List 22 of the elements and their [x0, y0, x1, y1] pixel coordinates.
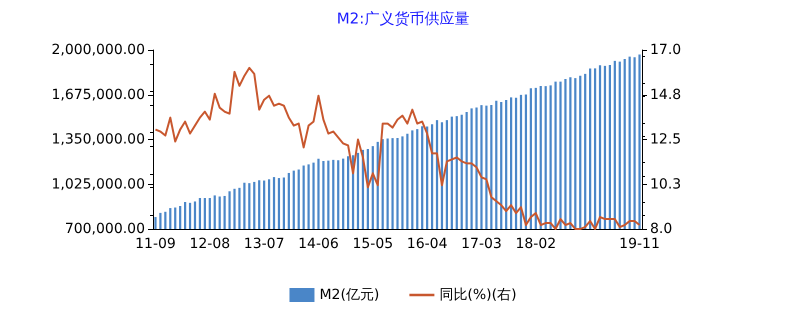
x-tick-label: 14-06 — [298, 236, 339, 252]
x-tick-label: 11-09 — [135, 236, 176, 252]
y2-tick-label: 14.8 — [650, 86, 682, 103]
x-tick-label: 18-02 — [515, 236, 556, 252]
y-tick-label: 1,350,000.00 — [51, 132, 145, 148]
x-tick-label: 13-07 — [244, 236, 284, 252]
legend-label: M2(亿元) — [319, 287, 380, 303]
y2-tick-label: 12.5 — [650, 132, 682, 148]
x-tick-label: 16-04 — [406, 236, 448, 252]
x-tick-label: 19-11 — [619, 236, 660, 252]
x-tick-label: 17-03 — [461, 236, 502, 252]
y2-tick-label: 8.0 — [650, 221, 672, 237]
y-tick-label: 700,000.00 — [64, 221, 145, 237]
x-tick-label: 12-08 — [189, 236, 230, 252]
y-tick-label: 2,000,000.00 — [51, 42, 145, 58]
y-tick-label: 1,675,000.00 — [51, 86, 145, 103]
chart-title: M2:广义货币供应量 — [336, 10, 470, 28]
y-tick-label: 1,025,000.00 — [51, 176, 145, 192]
y2-tick-label: 17.0 — [650, 42, 682, 58]
legend-label: 同比(%)(右) — [439, 287, 517, 303]
x-tick-label: 15-05 — [352, 236, 394, 252]
y2-tick-label: 10.3 — [650, 176, 682, 192]
